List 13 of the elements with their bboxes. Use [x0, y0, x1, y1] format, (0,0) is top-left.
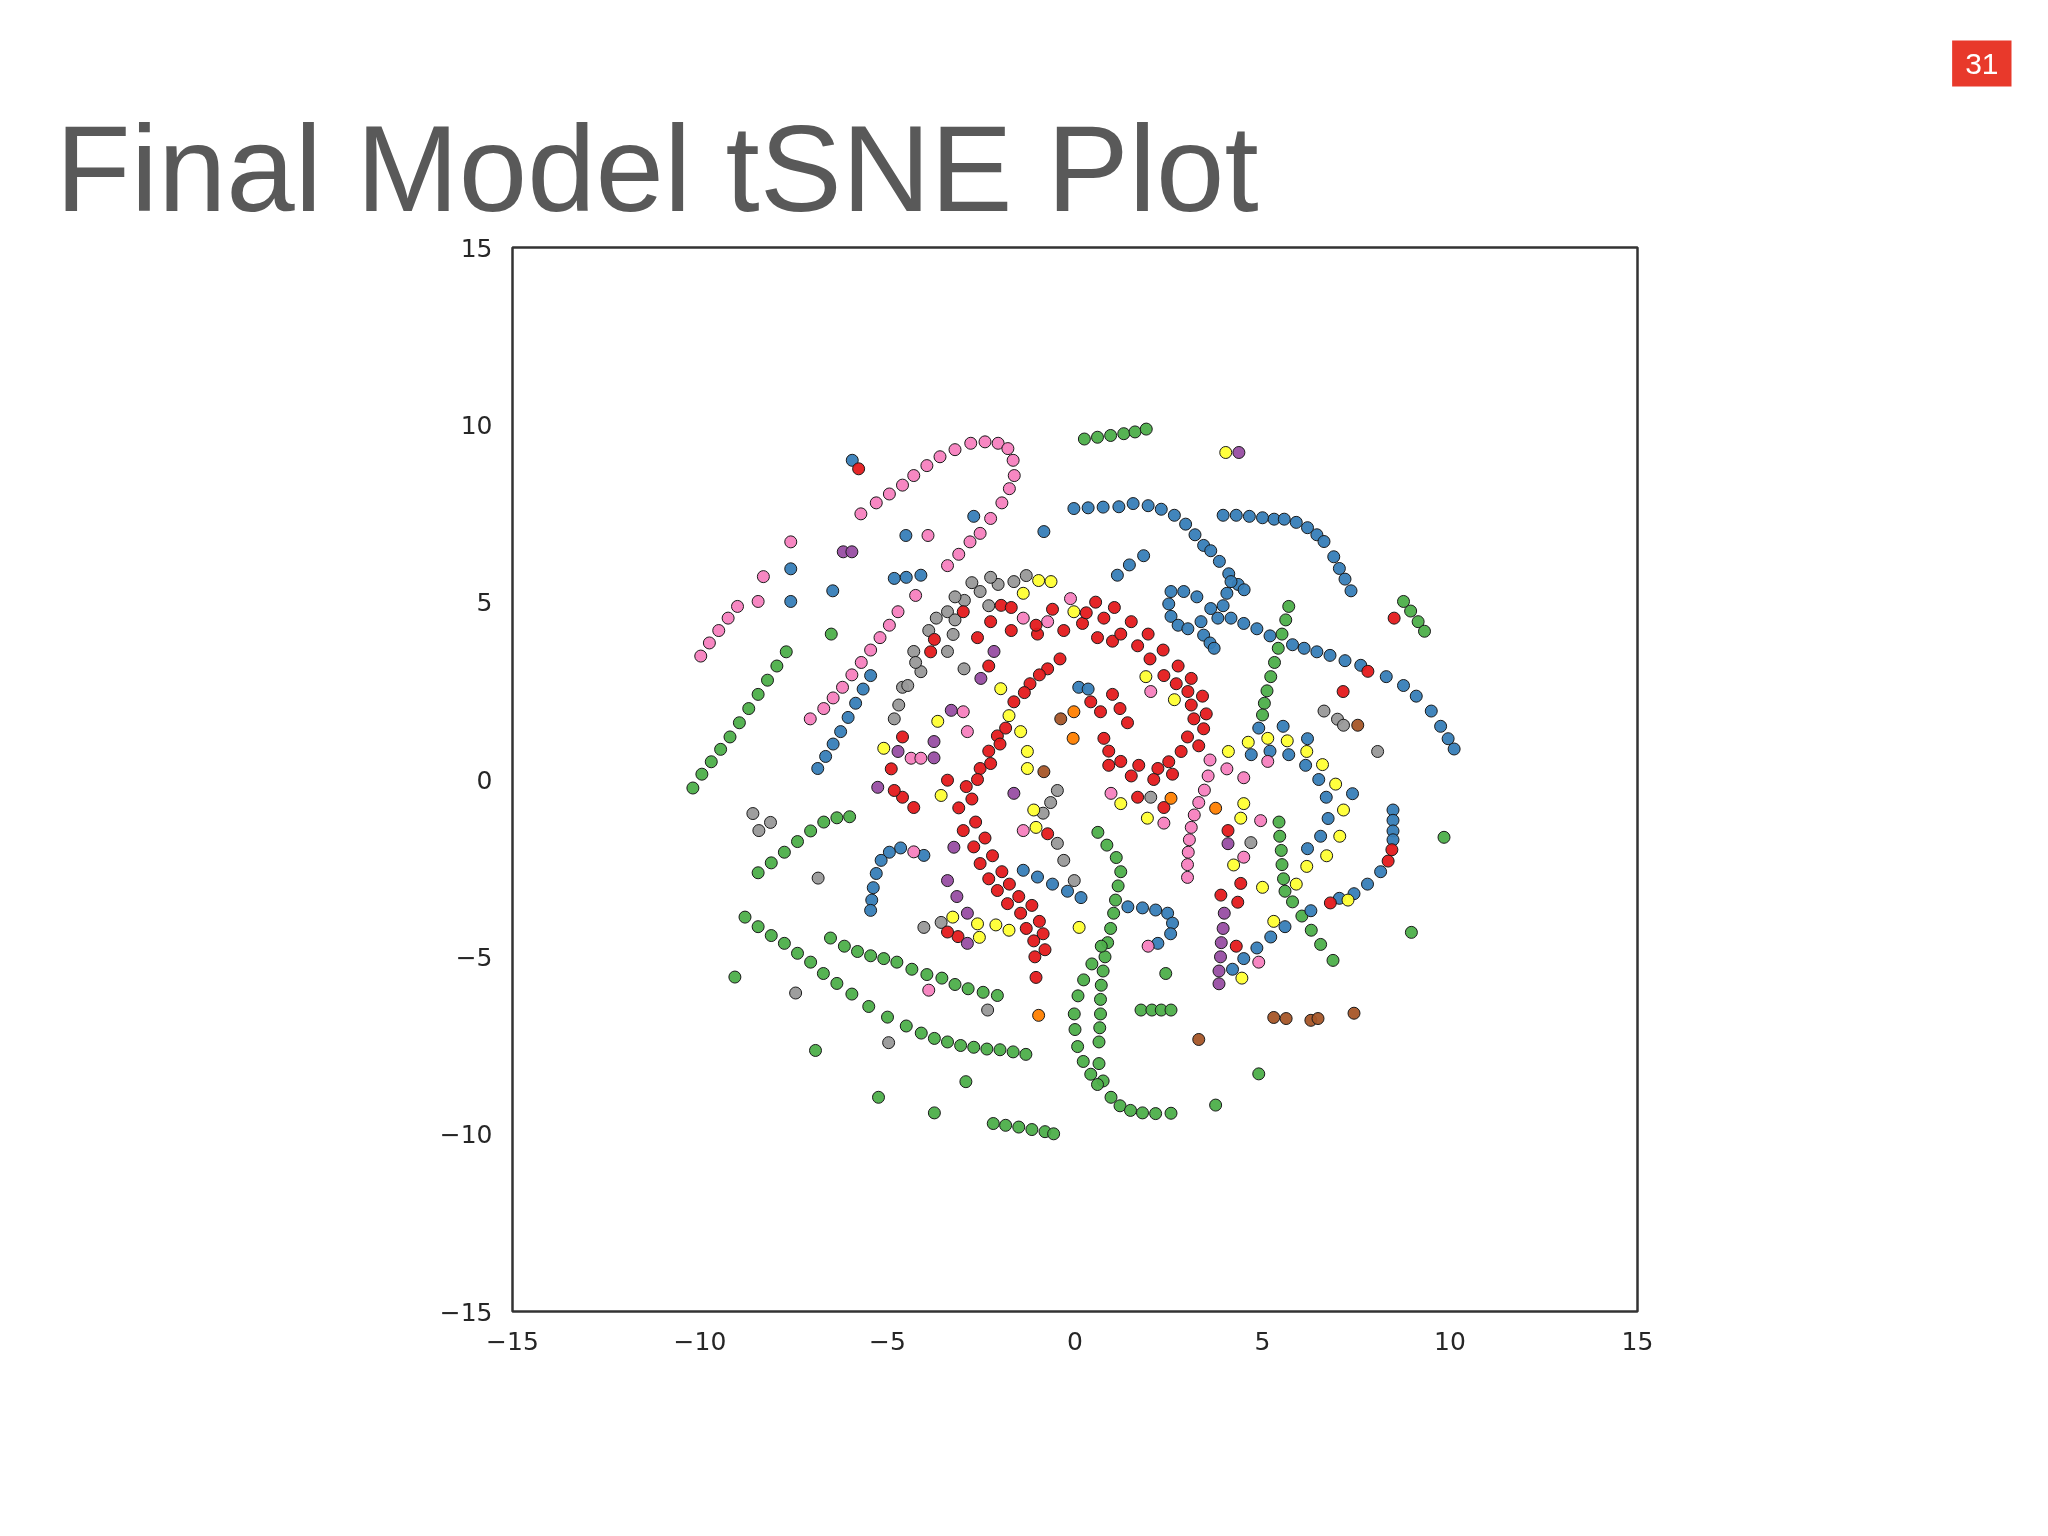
x-tick-label: −10 [673, 1326, 727, 1356]
x-tick-label: 0 [1067, 1326, 1083, 1356]
y-tick-label: 10 [460, 410, 493, 440]
x-tick-label: 15 [1621, 1326, 1654, 1356]
x-tick-label: −5 [869, 1326, 906, 1356]
y-tick-label: −10 [439, 1120, 493, 1150]
y-tick-label: −15 [439, 1297, 493, 1327]
y-tick-label: 0 [476, 765, 493, 795]
x-tick-label: 5 [1254, 1326, 1271, 1356]
y-tick-label: −5 [455, 942, 493, 972]
y-tick-label: 5 [476, 588, 493, 618]
x-tick-label: 10 [1434, 1326, 1466, 1356]
text: 31 [1965, 46, 1999, 80]
